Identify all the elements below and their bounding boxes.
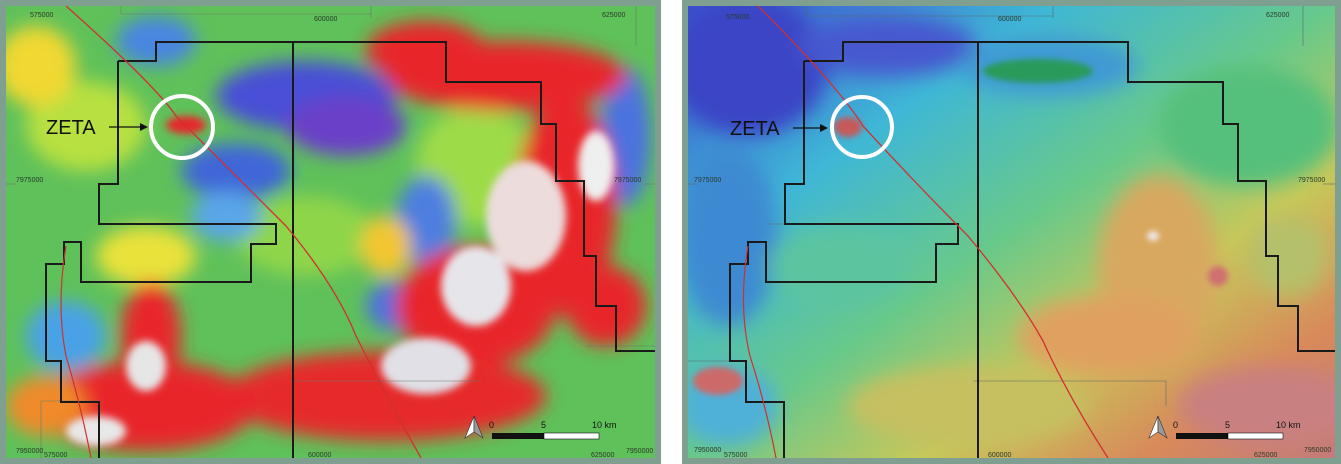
right-north-arrow-icon [1148, 415, 1168, 439]
right-scale-bar: 0 5 10 km [1173, 420, 1301, 440]
right-northing-mid-west: 7975000 [694, 177, 721, 184]
right-easting-east-top: 625000 [1266, 12, 1289, 19]
left-map-canvas: 575000 600000 625000 7975000 7975000 795… [6, 6, 655, 458]
right-scale-tick-5: 5 [1225, 420, 1230, 430]
left-high-cores [66, 116, 614, 446]
right-relief-layer [688, 6, 1335, 446]
right-easting-east-bottom: 625000 [1254, 452, 1277, 458]
left-road [65, 6, 422, 458]
left-north-arrow-icon [464, 415, 484, 439]
left-northing-mid-west: 7975000 [16, 177, 43, 184]
right-grid-lines [688, 6, 1335, 406]
right-northing-bottom-east: 7950000 [1304, 447, 1331, 454]
left-northing-bottom-east: 7950000 [626, 448, 653, 455]
right-tenement-outline [729, 41, 1335, 458]
left-zeta-label: ZETA [46, 117, 96, 139]
right-easting-west-bottom: 575000 [724, 452, 747, 458]
left-easting-east-bottom: 625000 [591, 452, 614, 458]
left-scale-tick-10: 10 km [592, 420, 617, 430]
right-zeta-marker-circle [830, 95, 894, 159]
left-road-south [60, 245, 92, 458]
left-scale-tick-0: 0 [489, 420, 494, 430]
left-map-panel: 575000 600000 625000 7975000 7975000 795… [0, 0, 661, 464]
right-easting-mid-bottom: 600000 [988, 452, 1011, 458]
left-easting-west-bottom: 575000 [44, 452, 67, 458]
right-map-panel: 575000 600000 625000 7975000 7975000 795… [682, 0, 1341, 464]
right-northing-mid-east: 7975000 [1298, 177, 1325, 184]
right-map: 575000 600000 625000 7975000 7975000 795… [688, 6, 1335, 458]
right-scale-tick-10: 10 km [1276, 420, 1301, 430]
right-zeta-label: ZETA [730, 118, 780, 140]
left-tenement-outline [45, 41, 655, 458]
left-northing-bottom-west: 7950000 [16, 448, 43, 455]
left-easting-east-top: 625000 [602, 12, 625, 19]
right-easting-west-top: 575000 [726, 14, 749, 21]
left-zeta-marker-circle [149, 94, 215, 160]
left-zeta-pointer-arrowhead [140, 123, 148, 131]
left-easting-mid-top: 600000 [314, 16, 337, 23]
left-scale-bar: 0 5 10 km [489, 420, 617, 440]
right-road-south [742, 245, 777, 458]
right-zeta-pointer-arrowhead [820, 124, 828, 132]
left-northing-mid-east: 7975000 [614, 177, 641, 184]
right-scale-tick-0: 0 [1173, 420, 1178, 430]
right-easting-mid-top: 600000 [998, 16, 1021, 23]
right-northing-bottom-west: 7950000 [694, 447, 721, 454]
left-map: 575000 600000 625000 7975000 7975000 795… [6, 6, 655, 458]
right-relief-highlights [693, 59, 1228, 395]
right-map-canvas: 575000 600000 625000 7975000 7975000 795… [688, 6, 1335, 458]
right-road [757, 6, 1109, 458]
left-scale-tick-5: 5 [541, 420, 546, 430]
left-easting-mid-bottom: 600000 [308, 452, 331, 458]
left-easting-west-top: 575000 [30, 12, 53, 19]
